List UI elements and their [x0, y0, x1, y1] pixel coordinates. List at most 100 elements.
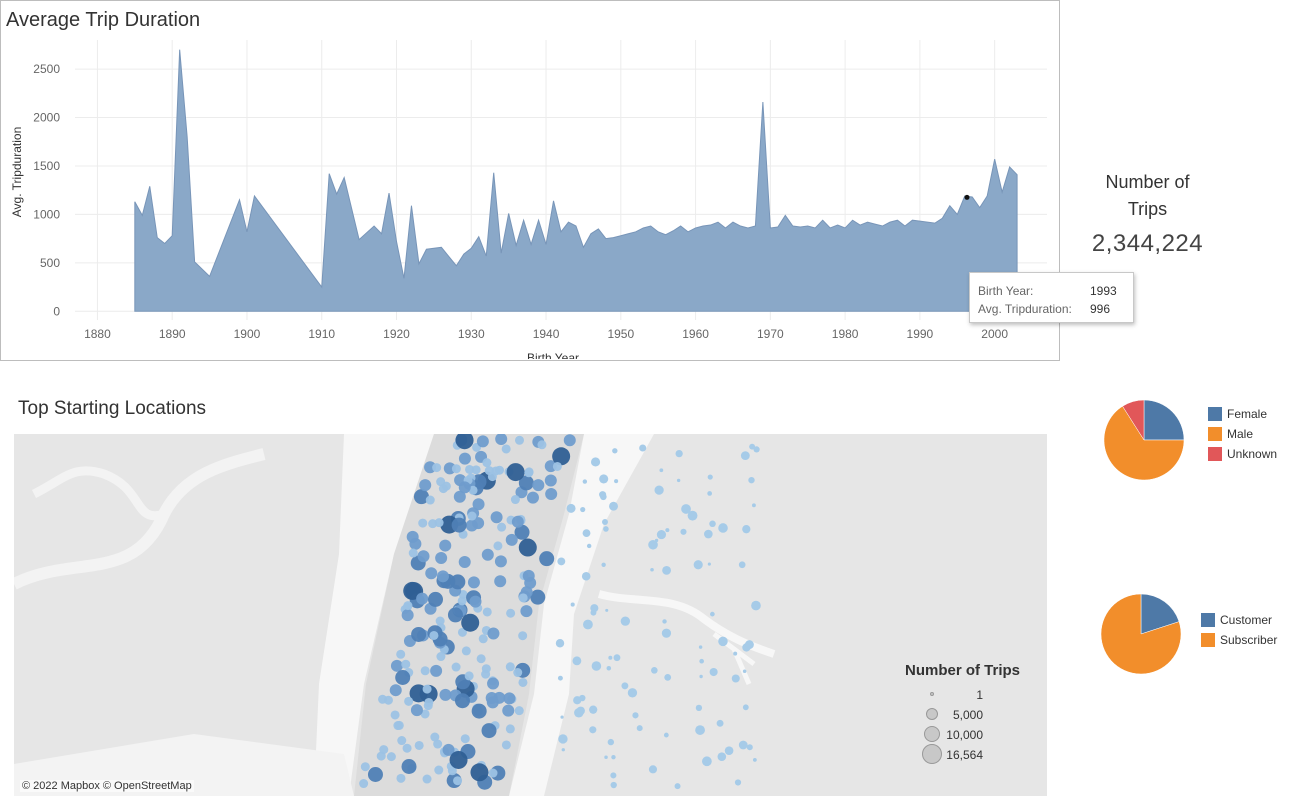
station-marker[interactable]: [410, 704, 423, 717]
station-marker[interactable]: [435, 552, 448, 565]
pie-slice-female[interactable]: [1143, 399, 1185, 441]
station-marker[interactable]: [465, 519, 478, 532]
data-point[interactable]: [753, 224, 757, 228]
station-marker[interactable]: [436, 477, 446, 487]
station-marker[interactable]: [501, 740, 511, 750]
station-marker[interactable]: [378, 694, 388, 704]
legend-item-customer[interactable]: Customer: [1201, 610, 1277, 630]
data-point[interactable]: [484, 254, 488, 258]
data-point[interactable]: [619, 234, 623, 238]
station-marker[interactable]: [518, 631, 528, 641]
station-marker[interactable]: [654, 538, 659, 543]
station-marker[interactable]: [417, 550, 430, 563]
data-point[interactable]: [881, 224, 885, 228]
station-marker[interactable]: [394, 720, 404, 730]
data-point[interactable]: [552, 199, 556, 203]
data-point[interactable]: [716, 220, 720, 224]
station-marker[interactable]: [632, 712, 639, 719]
data-point[interactable]: [335, 192, 339, 196]
data-point[interactable]: [402, 276, 406, 280]
station-marker[interactable]: [718, 523, 728, 533]
data-point[interactable]: [514, 243, 518, 247]
station-marker[interactable]: [621, 682, 629, 690]
legend-item-female[interactable]: Female: [1208, 404, 1277, 424]
station-marker[interactable]: [450, 574, 466, 590]
station-marker[interactable]: [746, 744, 753, 751]
station-marker[interactable]: [610, 781, 617, 789]
data-point[interactable]: [1015, 173, 1019, 177]
station-marker[interactable]: [605, 608, 609, 612]
station-marker[interactable]: [591, 661, 602, 671]
station-marker[interactable]: [561, 748, 565, 752]
station-marker[interactable]: [436, 570, 449, 583]
station-marker[interactable]: [636, 725, 643, 732]
station-marker[interactable]: [360, 762, 370, 772]
station-marker[interactable]: [453, 776, 463, 786]
station-marker[interactable]: [716, 719, 724, 727]
station-marker[interactable]: [414, 740, 424, 750]
station-marker[interactable]: [486, 696, 499, 709]
station-marker[interactable]: [427, 591, 443, 607]
station-marker[interactable]: [537, 440, 547, 450]
station-marker[interactable]: [411, 626, 427, 642]
data-point[interactable]: [895, 218, 899, 222]
data-point[interactable]: [237, 198, 241, 202]
data-point[interactable]: [836, 223, 840, 227]
station-marker[interactable]: [468, 485, 478, 495]
data-point[interactable]: [439, 245, 443, 249]
data-point[interactable]: [866, 220, 870, 224]
data-point[interactable]: [910, 218, 914, 222]
data-point[interactable]: [933, 221, 937, 225]
station-marker[interactable]: [681, 504, 691, 514]
station-marker[interactable]: [404, 696, 414, 706]
map-attribution[interactable]: © 2022 Mapbox © OpenStreetMap: [20, 780, 194, 792]
data-point[interactable]: [245, 230, 249, 234]
station-marker[interactable]: [560, 715, 564, 719]
station-marker[interactable]: [699, 674, 703, 679]
data-point[interactable]: [723, 226, 727, 230]
station-marker[interactable]: [717, 752, 727, 761]
station-marker[interactable]: [403, 581, 422, 600]
data-point[interactable]: [133, 200, 137, 204]
station-marker[interactable]: [406, 530, 419, 543]
data-point[interactable]: [664, 233, 668, 237]
station-marker[interactable]: [396, 773, 406, 783]
station-marker[interactable]: [659, 468, 664, 473]
pie-slice-unknown[interactable]: [1122, 399, 1145, 441]
station-marker[interactable]: [476, 654, 486, 664]
data-point[interactable]: [589, 232, 593, 236]
data-point[interactable]: [686, 230, 690, 234]
station-marker[interactable]: [518, 677, 528, 687]
data-point[interactable]: [828, 226, 832, 230]
station-marker[interactable]: [484, 466, 494, 476]
station-marker[interactable]: [614, 479, 619, 484]
station-marker[interactable]: [742, 643, 751, 652]
data-point[interactable]: [357, 238, 361, 242]
pie-slice-male[interactable]: [1103, 405, 1185, 481]
data-point[interactable]: [342, 176, 346, 180]
station-marker[interactable]: [433, 739, 443, 749]
station-marker[interactable]: [402, 743, 412, 753]
station-marker[interactable]: [582, 479, 588, 484]
station-marker[interactable]: [403, 601, 413, 611]
data-point[interactable]: [477, 235, 481, 239]
station-marker[interactable]: [663, 732, 669, 738]
data-point[interactable]: [955, 212, 959, 216]
station-marker[interactable]: [731, 674, 740, 683]
station-marker[interactable]: [461, 613, 480, 632]
station-marker[interactable]: [518, 475, 534, 491]
data-point[interactable]: [626, 232, 630, 236]
data-point[interactable]: [978, 206, 982, 210]
data-point[interactable]: [903, 224, 907, 228]
data-point[interactable]: [993, 157, 997, 161]
station-marker[interactable]: [518, 538, 537, 557]
station-marker[interactable]: [416, 592, 429, 605]
station-marker[interactable]: [724, 746, 734, 755]
data-point[interactable]: [596, 227, 600, 231]
data-point[interactable]: [372, 224, 376, 228]
station-marker[interactable]: [639, 444, 647, 452]
data-point[interactable]: [462, 252, 466, 256]
station-marker[interactable]: [490, 511, 503, 524]
station-marker[interactable]: [662, 565, 671, 575]
station-marker[interactable]: [494, 575, 507, 588]
